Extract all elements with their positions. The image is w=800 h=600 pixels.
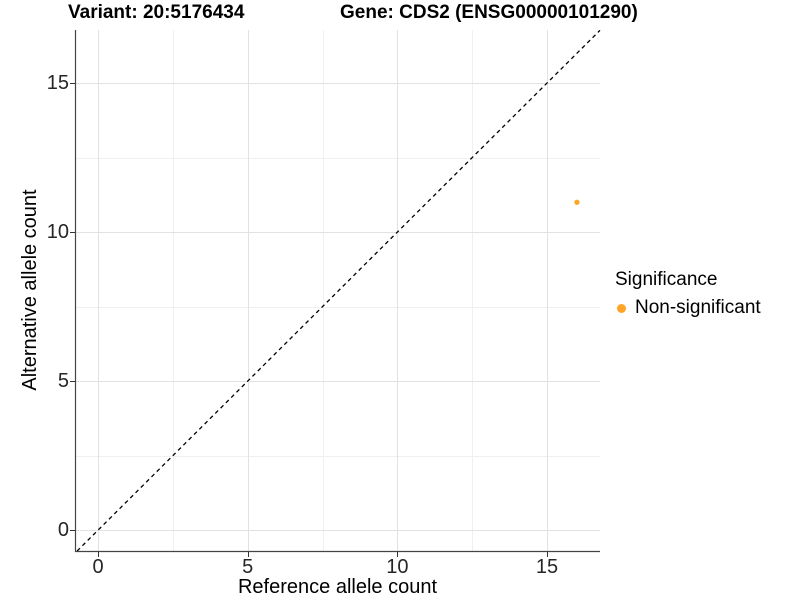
y-tick-label: 15: [46, 72, 69, 95]
data-point: [574, 199, 580, 205]
x-tick-label: 10: [386, 556, 409, 578]
legend-point-icon: [617, 303, 626, 313]
plot-title-gene: Gene: CDS2 (ENSG00000101290): [340, 2, 638, 23]
legend-item-label: Non-significant: [635, 296, 761, 318]
x-tick-label: 5: [242, 556, 254, 578]
y-tick-label: 0: [57, 519, 69, 542]
x-axis-title: Reference allele count: [237, 576, 437, 598]
y-axis-title: Alternative allele count: [19, 189, 41, 391]
y-tick-label: 5: [57, 370, 69, 393]
legend-item-non-significant: Non-significant: [615, 297, 761, 320]
x-tick-label: 15: [535, 556, 559, 578]
plot-title-variant: Variant: 20:5176434: [68, 2, 245, 23]
legend-title: Significance: [615, 269, 718, 290]
y-tick-label: 10: [46, 221, 69, 244]
x-tick-label: 0: [92, 556, 104, 578]
legend: Significance Non-significant: [615, 269, 761, 320]
identity-line: [76, 29, 601, 552]
